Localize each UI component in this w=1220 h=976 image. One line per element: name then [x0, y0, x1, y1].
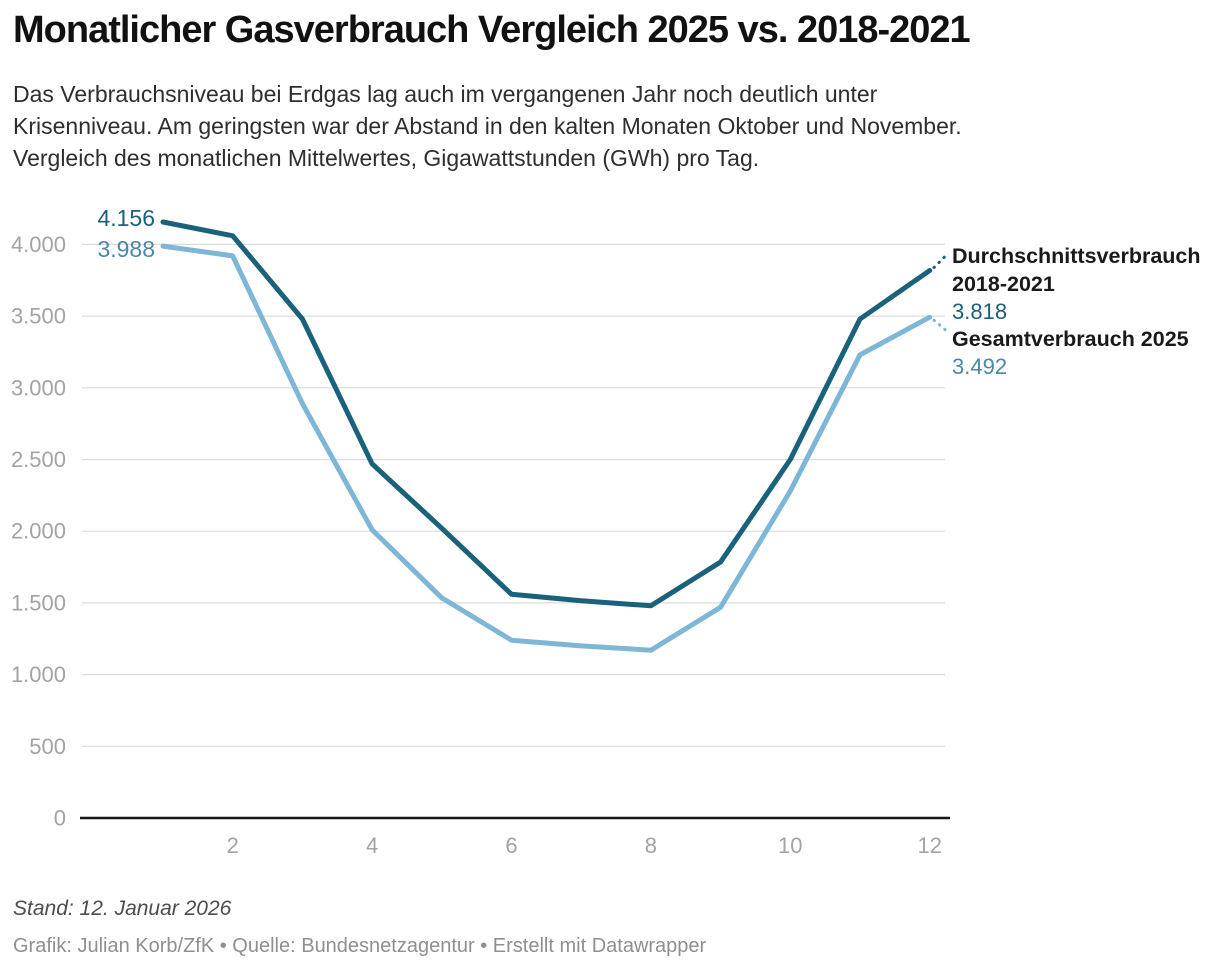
- y-axis-tick-label: 1.500: [11, 590, 66, 615]
- y-axis-tick-label: 2.500: [11, 447, 66, 472]
- y-axis-tick-label: 3.000: [11, 375, 66, 400]
- series-line-2: [160, 243, 933, 653]
- x-axis-tick-label: 6: [505, 833, 517, 858]
- y-axis-tick-label: 4.000: [11, 232, 66, 257]
- stand-note: Stand: 12. Januar 2026: [13, 897, 232, 920]
- series-2-connector: [932, 318, 949, 333]
- series-1-connector: [932, 252, 949, 269]
- series-2-label: Gesamtverbrauch 2025: [952, 327, 1189, 351]
- y-axis-tick-label: 500: [29, 734, 66, 759]
- y-axis-tick-label: 1.000: [11, 662, 66, 687]
- x-axis-tick-label: 4: [366, 833, 378, 858]
- series-1-label: Durchschnittsverbrauch 2018-2021: [952, 244, 1201, 296]
- y-axis-tick-label: 3.500: [11, 304, 66, 329]
- credits: Grafik: Julian Korb/ZfK • Quelle: Bundes…: [13, 935, 707, 957]
- y-axis-tick-label: 2.000: [11, 519, 66, 544]
- x-axis-tick-label: 12: [917, 833, 941, 858]
- x-axis-tick-label: 8: [645, 833, 657, 858]
- series-2-end-value: 3.492: [952, 354, 1008, 379]
- x-axis-tick-label: 2: [227, 833, 239, 858]
- x-axis-tick-label: 10: [778, 833, 802, 858]
- direct-labels: Durchschnittsverbrauch 2018-2021 3.818 G…: [952, 242, 1218, 380]
- chart-title: Monatlicher Gasverbrauch Vergleich 2025 …: [13, 9, 971, 51]
- series-2-start-value: 3.988: [97, 236, 155, 262]
- y-axis-tick-label: 0: [54, 806, 66, 831]
- series-1-start-value: 4.156: [97, 205, 155, 231]
- series-1-end-value: 3.818: [952, 299, 1008, 324]
- series-line-1: [160, 219, 933, 609]
- chart-subtitle: Das Verbrauchsniveau bei Erdgas lag auch…: [13, 81, 962, 171]
